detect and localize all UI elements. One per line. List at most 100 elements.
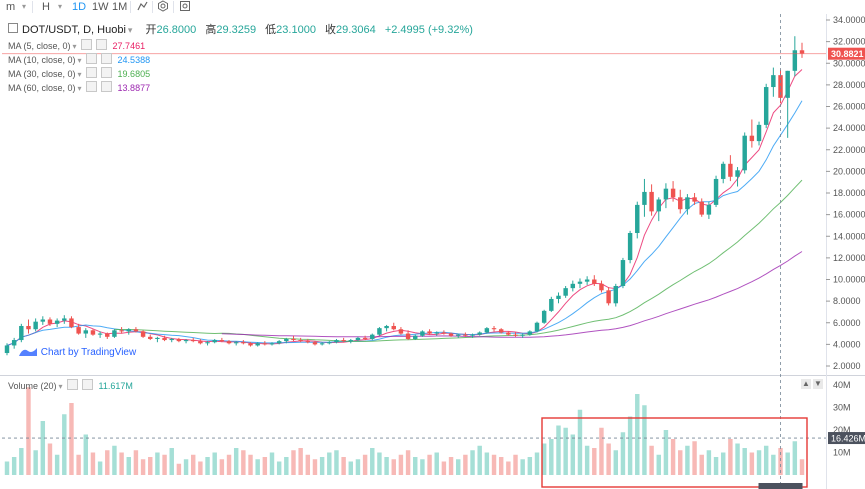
toolbar-interval-hours[interactable]: H bbox=[42, 1, 50, 13]
volume-bar bbox=[176, 463, 182, 475]
ma-legend-5[interactable]: MA (5, close, 0) ▾ 27.7461 bbox=[8, 39, 145, 53]
crosshair-value-label: 16.426M bbox=[831, 434, 865, 444]
price-tick-label: 14.0000 bbox=[833, 231, 865, 241]
visibility-icon[interactable] bbox=[80, 39, 92, 50]
volume-bar bbox=[649, 445, 654, 475]
price-tick-label: 6.0000 bbox=[833, 318, 861, 328]
chevron-down-icon[interactable]: ▾ bbox=[58, 382, 63, 391]
candle bbox=[685, 197, 690, 210]
close-icon[interactable] bbox=[100, 81, 112, 92]
chevron-down-icon[interactable]: ▾ bbox=[77, 70, 82, 79]
candle bbox=[484, 328, 490, 333]
candle bbox=[40, 319, 46, 322]
candle bbox=[448, 333, 454, 336]
close-icon[interactable] bbox=[81, 379, 93, 390]
chevron-down-icon[interactable]: ▾ bbox=[77, 84, 82, 93]
chevron-down-icon[interactable]: ▾ bbox=[127, 25, 133, 35]
volume-bar bbox=[556, 425, 561, 475]
visibility-icon[interactable] bbox=[66, 379, 78, 390]
volume-bar bbox=[305, 454, 311, 475]
candle bbox=[405, 333, 411, 339]
volume-bar bbox=[678, 450, 683, 475]
chevron-down-icon[interactable]: ▾ bbox=[77, 56, 82, 65]
volume-bar bbox=[40, 421, 46, 475]
settings-icon[interactable] bbox=[157, 0, 169, 14]
volume-bar bbox=[656, 454, 661, 475]
ma-legend-10[interactable]: MA (10, close, 0) ▾ 24.5388 bbox=[8, 53, 150, 67]
candle bbox=[377, 328, 382, 335]
visibility-icon[interactable] bbox=[85, 53, 97, 64]
volume-bar bbox=[284, 457, 289, 475]
collapse-icon[interactable] bbox=[8, 23, 18, 33]
candle bbox=[355, 337, 361, 341]
compare-icon[interactable] bbox=[136, 0, 148, 14]
volume-bar bbox=[427, 454, 432, 475]
visibility-icon[interactable] bbox=[85, 67, 97, 78]
candle bbox=[97, 333, 103, 335]
ma-value: 13.8877 bbox=[117, 83, 151, 93]
close-icon[interactable] bbox=[100, 53, 112, 64]
candle bbox=[148, 336, 153, 339]
toolbar-interval-1m[interactable]: 1M bbox=[112, 1, 128, 13]
open-value: 26.8000 bbox=[156, 24, 197, 36]
volume-bar bbox=[735, 443, 740, 475]
volume-bar bbox=[642, 405, 647, 475]
candle bbox=[312, 342, 318, 345]
chart-toolbar: m ▾ H ▾ 1D 1W 1M bbox=[0, 0, 865, 14]
volume-bar bbox=[83, 434, 89, 475]
ma-value: 19.6805 bbox=[117, 69, 151, 79]
screenshot-icon[interactable] bbox=[179, 0, 191, 14]
toolbar-interval-1d[interactable]: 1D bbox=[72, 1, 87, 13]
close-icon[interactable] bbox=[95, 39, 107, 50]
candle bbox=[33, 321, 38, 330]
pane-down-icon[interactable]: ▼ bbox=[813, 379, 823, 389]
close-value: 29.3064 bbox=[336, 24, 376, 36]
volume-bar bbox=[126, 457, 131, 475]
volume-bar bbox=[799, 459, 805, 475]
ma-value: 27.7461 bbox=[112, 41, 146, 51]
price-tick-label: 20.0000 bbox=[833, 166, 865, 176]
candle bbox=[362, 337, 368, 339]
volume-bar bbox=[262, 457, 268, 475]
volume-bar bbox=[756, 450, 762, 475]
toolbar-interval-1w[interactable]: 1W bbox=[92, 1, 109, 13]
chevron-down-icon[interactable]: ▾ bbox=[58, 2, 63, 11]
volume-legend[interactable]: Volume (20) ▾ 11.617M bbox=[8, 379, 133, 393]
candle bbox=[190, 340, 196, 342]
candle bbox=[670, 188, 676, 198]
close-icon[interactable] bbox=[100, 67, 112, 78]
candle bbox=[699, 201, 704, 215]
candle bbox=[513, 334, 518, 336]
chevron-down-icon[interactable]: ▾ bbox=[22, 2, 27, 11]
candle bbox=[642, 191, 647, 205]
chevron-down-icon[interactable]: ▾ bbox=[72, 42, 77, 51]
candle bbox=[126, 329, 131, 332]
volume-bar bbox=[255, 459, 260, 475]
volume-bar bbox=[513, 454, 518, 475]
visibility-icon[interactable] bbox=[85, 81, 97, 92]
tradingview-watermark[interactable]: Chart by TradingView bbox=[18, 345, 136, 359]
low-label: 低 bbox=[265, 24, 277, 36]
volume-bar bbox=[635, 394, 640, 475]
candle bbox=[491, 328, 497, 330]
price-tick-label: 12.0000 bbox=[833, 253, 865, 263]
high-value: 29.3259 bbox=[216, 24, 257, 36]
candle bbox=[563, 288, 568, 296]
ma-legend-60[interactable]: MA (60, close, 0) ▾ 13.8877 bbox=[8, 81, 150, 95]
candle bbox=[763, 87, 769, 125]
volume-tick-label: 20M bbox=[833, 425, 851, 435]
toolbar-interval-minutes[interactable]: m bbox=[6, 1, 16, 13]
candle bbox=[470, 334, 475, 336]
volume-bar bbox=[434, 452, 439, 475]
candle bbox=[506, 332, 511, 335]
volume-bar bbox=[140, 459, 146, 475]
pane-up-icon[interactable]: ▲ bbox=[801, 379, 811, 389]
candle bbox=[11, 340, 17, 346]
symbol-title[interactable]: DOT/USDT, D, Huobi bbox=[22, 24, 126, 36]
highlight-box bbox=[541, 417, 808, 488]
ma-legend-30[interactable]: MA (30, close, 0) ▾ 19.6805 bbox=[8, 67, 150, 81]
volume-bar bbox=[398, 454, 404, 475]
ma-value: 24.5388 bbox=[117, 55, 151, 65]
open-label: 开 bbox=[145, 24, 157, 36]
